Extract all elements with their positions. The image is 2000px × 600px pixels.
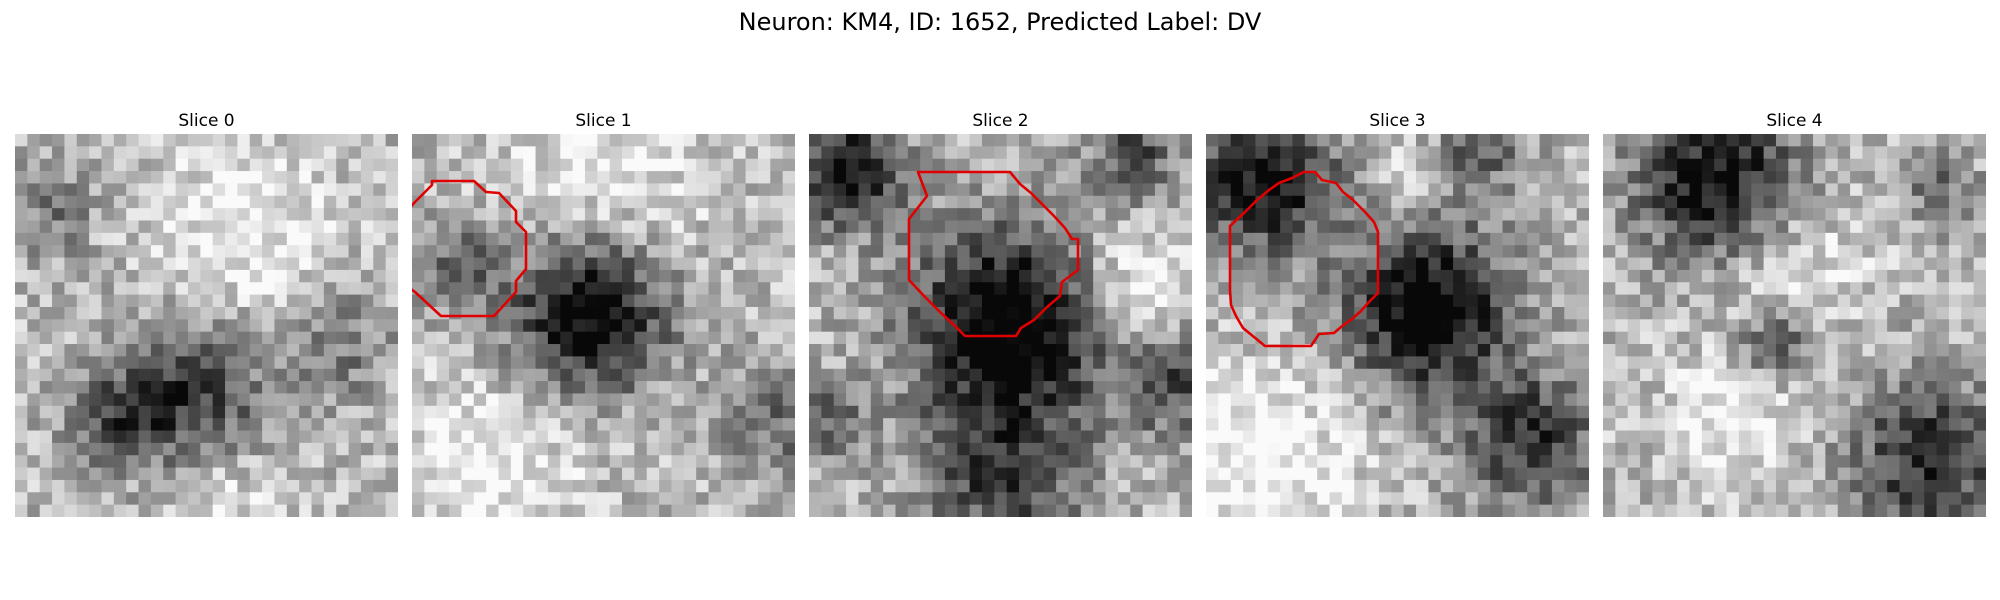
- slice-panel-3: Slice 3: [1206, 110, 1589, 517]
- slice-title: Slice 3: [1369, 111, 1426, 131]
- slice-title: Slice 1: [575, 111, 632, 131]
- neuron-contour: [1228, 170, 1380, 348]
- pixel-grid: [1206, 134, 1589, 517]
- microscopy-image: [809, 134, 1192, 517]
- pixel-grid: [15, 134, 398, 517]
- pixel-grid: [1603, 134, 1986, 517]
- pixel-grid: [809, 134, 1192, 517]
- slice-title: Slice 2: [972, 111, 1029, 131]
- pixel-grid: [412, 134, 795, 517]
- slice-panel-2: Slice 2: [809, 110, 1192, 517]
- slice-image: [1206, 134, 1589, 517]
- slice-title: Slice 0: [178, 111, 235, 131]
- slice-panel-0: Slice 0: [15, 110, 398, 517]
- neuron-contour: [907, 170, 1080, 338]
- neuron-contour: [412, 179, 528, 318]
- slice-image: [1603, 134, 1986, 517]
- slice-image: [412, 134, 795, 517]
- microscopy-image: [412, 134, 795, 517]
- slice-image: [15, 134, 398, 517]
- figure-title: Neuron: KM4, ID: 1652, Predicted Label: …: [738, 8, 1262, 36]
- microscopy-image: [1603, 134, 1986, 517]
- microscopy-image: [15, 134, 398, 517]
- slice-panel-1: Slice 1: [412, 110, 795, 517]
- slice-image: [809, 134, 1192, 517]
- microscopy-image: [1206, 134, 1589, 517]
- slice-title: Slice 4: [1766, 111, 1823, 131]
- slice-panel-4: Slice 4: [1603, 110, 1986, 517]
